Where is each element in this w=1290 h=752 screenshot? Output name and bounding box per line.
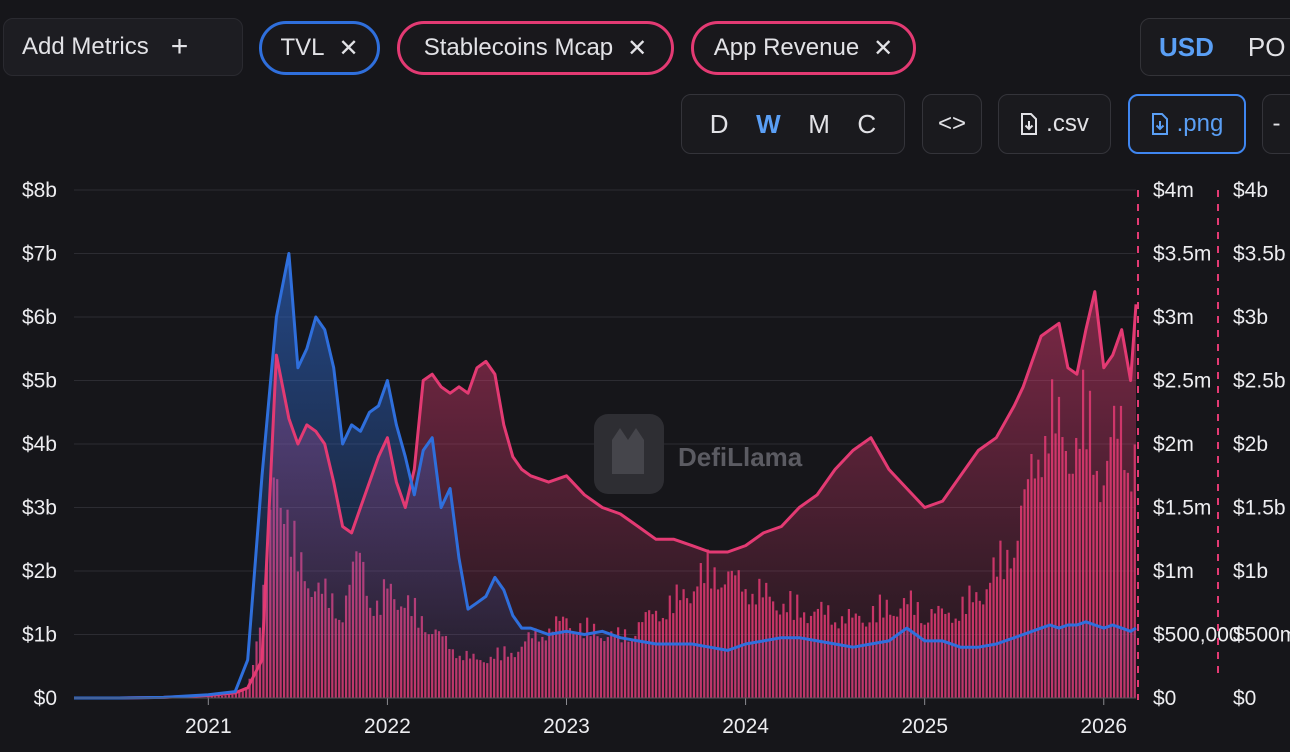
granularity-selector[interactable]: D W M C	[681, 94, 905, 154]
csv-label: .csv	[1046, 110, 1089, 137]
left-axis-tick-label: $7b	[22, 243, 57, 266]
left-axis-tick-label: $0	[34, 687, 57, 710]
right-axis-1-tick-label: $1m	[1153, 560, 1194, 583]
x-axis-tick-label: 2025	[901, 715, 948, 738]
right-axis-2-tick-label: $2.5b	[1233, 370, 1286, 393]
metric-chip-stablecoins-mcap[interactable]: Stablecoins Mcap ✕	[397, 21, 674, 75]
left-axis-tick-label: $4b	[22, 433, 57, 456]
right-axis-2-tick-label: $500m	[1233, 624, 1290, 647]
more-button[interactable]: -	[1262, 94, 1290, 154]
x-axis-tick-label: 2024	[722, 715, 769, 738]
currency-option-other[interactable]: PO	[1247, 31, 1286, 62]
right-axis-2-tick-label: $0	[1233, 687, 1256, 710]
close-icon[interactable]: ✕	[873, 34, 894, 62]
tvl-area	[74, 253, 1136, 698]
download-png-button[interactable]: .png	[1128, 94, 1246, 154]
right-axis-2-tick-label: $4b	[1233, 179, 1268, 202]
watermark-text: DefiLlama	[678, 442, 803, 472]
left-axis-tick-label: $1b	[22, 624, 57, 647]
code-icon: <>	[937, 110, 967, 137]
right-axis-2-tick-label: $3.5b	[1233, 243, 1286, 266]
file-download-icon	[1151, 113, 1168, 135]
metric-chip-tvl[interactable]: TVL ✕	[259, 21, 380, 75]
right-axis-1-tick-label: $1.5m	[1153, 497, 1211, 520]
close-icon[interactable]: ✕	[338, 34, 359, 62]
left-axis-tick-label: $3b	[22, 497, 57, 520]
right-axis-1-tick-label: $3m	[1153, 306, 1194, 329]
plus-icon: +	[170, 30, 189, 63]
tvl-line	[74, 252, 1137, 700]
metric-chip-label: Stablecoins Mcap	[423, 34, 614, 61]
granularity-option-c[interactable]: C	[857, 108, 877, 139]
more-label: -	[1272, 110, 1281, 137]
metric-chip-label: TVL	[280, 34, 325, 61]
watermark: DefiLlama	[594, 414, 803, 494]
close-icon[interactable]: ✕	[627, 34, 648, 62]
png-label: .png	[1176, 110, 1224, 137]
x-axis-tick-label: 2026	[1080, 715, 1127, 738]
granularity-option-d[interactable]: D	[709, 108, 729, 139]
currency-option-usd[interactable]: USD	[1159, 31, 1214, 62]
right-axis-1-tick-label: $2.5m	[1153, 370, 1211, 393]
add-metrics-label: Add Metrics	[22, 33, 149, 60]
currency-toggle[interactable]: USD PO	[1140, 18, 1290, 76]
right-axis-1-tick-label: $0	[1153, 687, 1176, 710]
embed-button[interactable]: <>	[922, 94, 982, 154]
left-axis-tick-label: $8b	[22, 179, 57, 202]
granularity-option-w[interactable]: W	[756, 108, 781, 139]
left-axis-tick-label: $5b	[22, 370, 57, 393]
metric-chip-app-revenue[interactable]: App Revenue ✕	[691, 21, 916, 75]
right-axis-2-tick-label: $1.5b	[1233, 497, 1286, 520]
right-axis-2-tick-label: $3b	[1233, 306, 1268, 329]
stablecoins-mcap-line	[74, 290, 1138, 700]
right-axis-1-tick-label: $4m	[1153, 179, 1194, 202]
left-axis-tick-label: $6b	[22, 306, 57, 329]
right-axis-2-tick-label: $2b	[1233, 433, 1268, 456]
granularity-option-m[interactable]: M	[808, 108, 830, 139]
add-metrics-button[interactable]: Add Metrics +	[3, 18, 243, 76]
right-axis-2-tick-label: $1b	[1233, 560, 1268, 583]
right-axis-1-tick-label: $3.5m	[1153, 243, 1211, 266]
right-axis-1-tick-label: $500,000	[1153, 624, 1241, 647]
metric-chip-label: App Revenue	[713, 34, 860, 61]
x-axis-tick-label: 2021	[185, 715, 232, 738]
x-axis-tick-label: 2023	[543, 715, 590, 738]
download-csv-button[interactable]: .csv	[998, 94, 1111, 154]
left-axis-tick-label: $2b	[22, 560, 57, 583]
x-axis-tick-label: 2022	[364, 715, 411, 738]
right-axis-1-tick-label: $2m	[1153, 433, 1194, 456]
file-download-icon	[1021, 113, 1038, 135]
